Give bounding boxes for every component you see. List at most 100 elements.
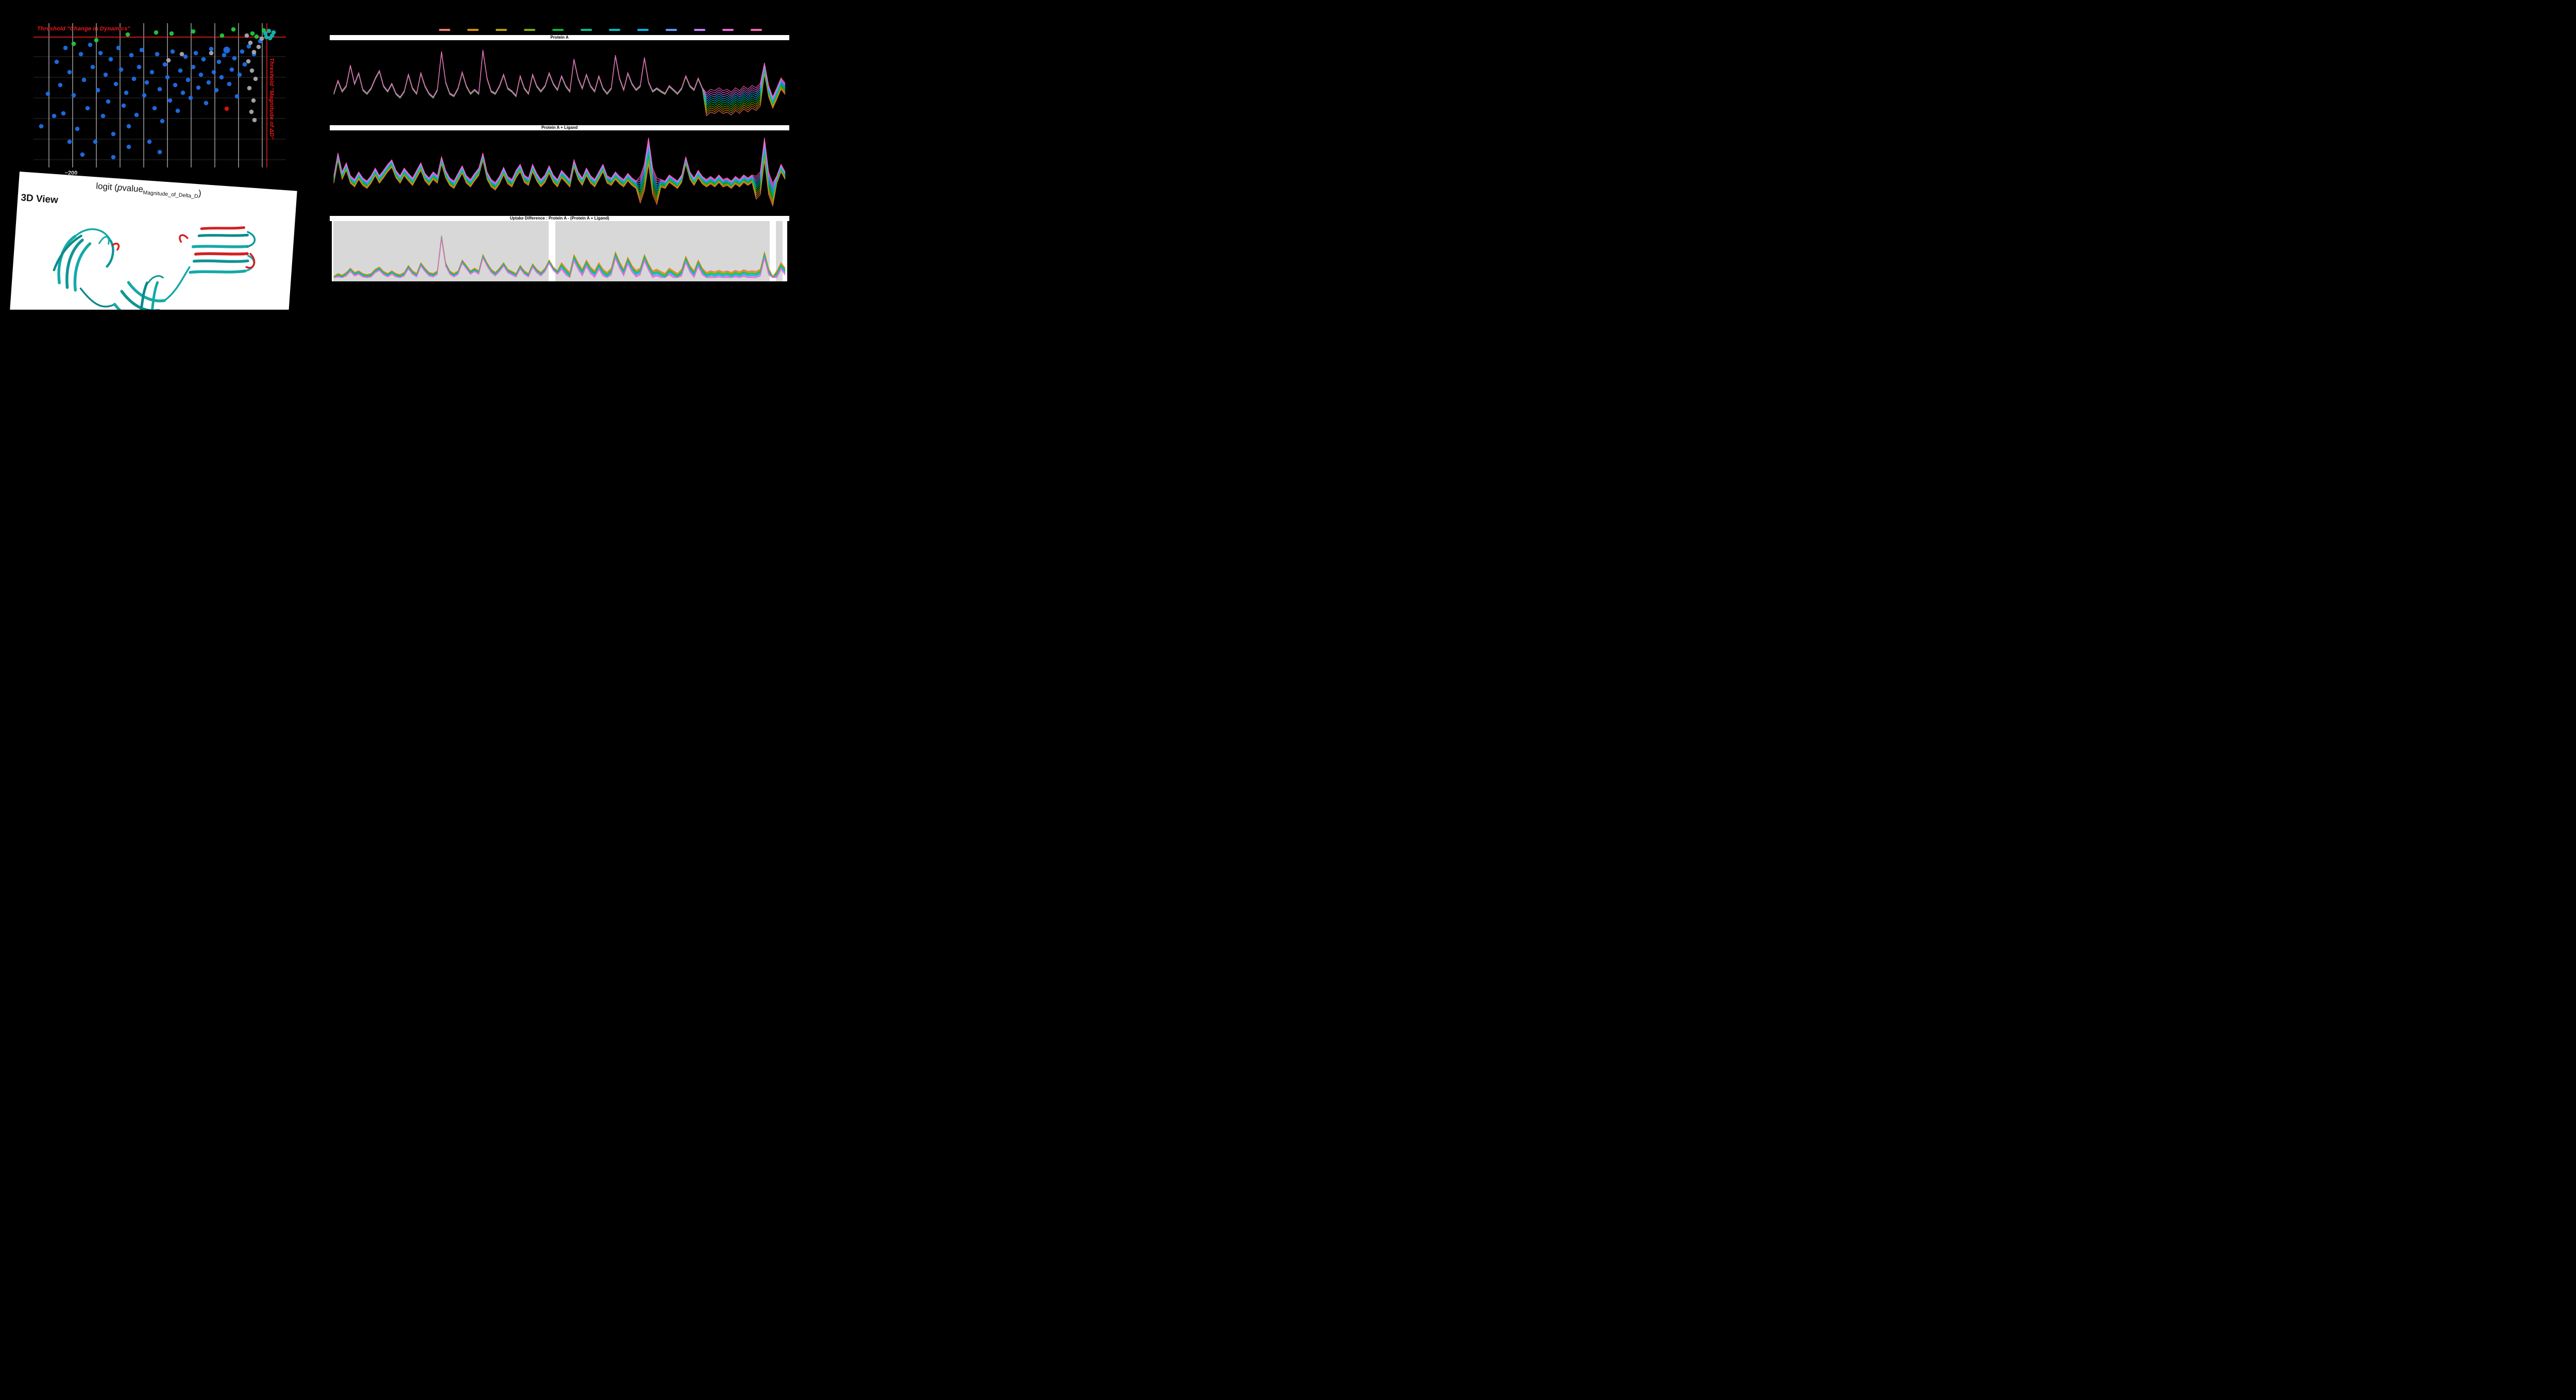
series-line bbox=[333, 154, 786, 201]
uptake-difference-chart[interactable] bbox=[332, 221, 787, 281]
scatter-point bbox=[162, 62, 167, 67]
scatter-point bbox=[193, 50, 198, 56]
scatter-point bbox=[75, 126, 80, 131]
scatter-point bbox=[201, 57, 206, 62]
scatter-point bbox=[185, 77, 191, 82]
volcano-gridlines bbox=[33, 23, 286, 167]
legend-swatch[interactable] bbox=[609, 29, 620, 31]
scatter-point bbox=[58, 82, 63, 88]
scatter-point bbox=[142, 93, 147, 98]
scatter-point bbox=[264, 35, 269, 40]
scatter-point bbox=[67, 70, 72, 75]
scatter-point bbox=[266, 28, 272, 33]
series-line bbox=[333, 160, 786, 207]
legend-swatch[interactable] bbox=[722, 29, 734, 31]
viewer-3d-panel: logit (pvalueMagnitude_of_Delta_D) 3D Vi… bbox=[9, 172, 297, 310]
series-line bbox=[333, 50, 786, 100]
series-line bbox=[333, 239, 786, 279]
scatter-point bbox=[219, 33, 225, 38]
scatter-point bbox=[231, 27, 236, 32]
legend-swatch[interactable] bbox=[496, 29, 507, 31]
scatter-point bbox=[71, 41, 76, 46]
scatter-point bbox=[259, 36, 264, 41]
scatter-point bbox=[204, 100, 209, 106]
panel-title-bar-protein-a-ligand: Protein A + Ligand bbox=[330, 125, 789, 130]
scatter-point bbox=[173, 82, 178, 88]
uptake-chart-protein-a-ligand[interactable] bbox=[332, 130, 787, 212]
scatter-point bbox=[191, 29, 196, 34]
scatter-point bbox=[124, 90, 129, 95]
scatter-point bbox=[196, 85, 201, 90]
uptake-series-lines bbox=[333, 138, 786, 207]
scatter-point bbox=[237, 72, 242, 77]
scatter-point bbox=[144, 80, 149, 85]
scatter-point bbox=[85, 106, 90, 111]
series-line bbox=[333, 50, 786, 110]
scatter-point bbox=[216, 59, 222, 64]
scatter-point bbox=[80, 152, 85, 157]
series-line bbox=[333, 49, 786, 99]
scatter-point bbox=[52, 113, 57, 119]
series-line bbox=[333, 49, 786, 98]
series-line bbox=[333, 152, 786, 199]
scatter-point bbox=[256, 44, 261, 49]
scatter-point bbox=[188, 95, 193, 100]
scatter-point bbox=[54, 59, 59, 64]
scatter-point bbox=[183, 54, 188, 59]
scatter-point bbox=[223, 46, 230, 54]
scatter-point bbox=[111, 155, 116, 160]
scatter-point bbox=[94, 38, 99, 43]
scatter-point bbox=[222, 53, 227, 58]
viewer-3d-title: 3D View bbox=[20, 192, 59, 206]
scatter-point bbox=[191, 64, 196, 70]
scatter-point bbox=[246, 44, 251, 49]
scatter-point bbox=[271, 30, 276, 35]
legend-swatch[interactable] bbox=[666, 29, 677, 31]
protein-structure-view[interactable] bbox=[16, 207, 281, 310]
scatter-point bbox=[246, 59, 251, 64]
scatter-point bbox=[61, 111, 66, 116]
scatter-point bbox=[126, 144, 131, 149]
scatter-point bbox=[180, 90, 185, 95]
volcano-x-axis-label: logit (pvalueMagnitude_of_Delta_D) bbox=[96, 181, 202, 199]
volcano-threshold-lines bbox=[33, 23, 286, 167]
scatter-point bbox=[137, 64, 142, 70]
scatter-point bbox=[267, 36, 273, 41]
scatter-point bbox=[78, 52, 83, 57]
uptake-chart-protein-a[interactable] bbox=[332, 40, 787, 122]
scatter-point bbox=[88, 42, 93, 47]
axis-label-value: value bbox=[122, 183, 144, 194]
legend-swatch[interactable] bbox=[751, 29, 762, 31]
scatter-point bbox=[126, 124, 131, 129]
scatter-point bbox=[234, 94, 240, 99]
legend-swatch[interactable] bbox=[524, 29, 535, 31]
scatter-point bbox=[71, 93, 76, 98]
legend-swatch[interactable] bbox=[694, 29, 705, 31]
scatter-point bbox=[249, 109, 254, 114]
legend-swatch[interactable] bbox=[581, 29, 592, 31]
scatter-point bbox=[67, 139, 72, 144]
scatter-point bbox=[254, 34, 259, 39]
protein-ribbon bbox=[53, 228, 256, 310]
legend-swatch[interactable] bbox=[637, 29, 649, 31]
series-line bbox=[333, 51, 786, 112]
scatter-point bbox=[175, 108, 180, 113]
scatter-point bbox=[149, 70, 155, 75]
legend-swatch[interactable] bbox=[467, 29, 479, 31]
protein-ribbon-highlight bbox=[111, 226, 256, 269]
volcano-scatter-plot[interactable] bbox=[33, 23, 286, 167]
series-line bbox=[333, 138, 786, 184]
scatter-point bbox=[251, 98, 256, 103]
scatter-point bbox=[224, 106, 229, 111]
scatter-point bbox=[121, 103, 126, 108]
scatter-point bbox=[211, 70, 216, 75]
series-line bbox=[333, 148, 786, 195]
series-line bbox=[333, 142, 786, 189]
scatter-point bbox=[169, 31, 174, 36]
scatter-point bbox=[209, 46, 214, 52]
legend-swatch[interactable] bbox=[552, 29, 564, 31]
scatter-point bbox=[248, 40, 253, 45]
legend-swatch[interactable] bbox=[439, 29, 450, 31]
scatter-point bbox=[157, 149, 162, 155]
scatter-point bbox=[252, 117, 257, 123]
